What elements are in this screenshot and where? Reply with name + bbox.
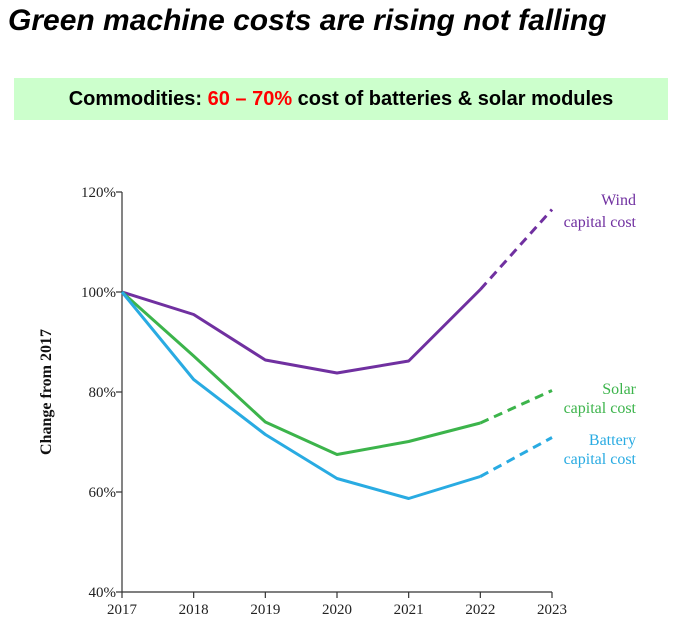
series-label: Solar <box>602 381 636 398</box>
series-projection-1 <box>479 389 553 425</box>
series-projection-0 <box>479 208 554 291</box>
series-label: Battery <box>589 432 636 449</box>
x-tick-label: 2020 <box>322 602 352 618</box>
y-tick-label: 40% <box>89 585 117 601</box>
series-projection-2 <box>479 436 553 478</box>
series-label: capital cost <box>564 451 637 468</box>
series-line-1 <box>121 290 481 456</box>
x-tick-label: 2021 <box>394 602 424 618</box>
commodities-banner: Commodities: 60 – 70% cost of batteries … <box>14 78 668 120</box>
y-tick-label: 80% <box>89 385 117 401</box>
y-tick-label: 60% <box>89 485 117 501</box>
y-axis-label: Change from 2017 <box>38 329 55 455</box>
x-tick-label: 2017 <box>107 602 138 618</box>
x-tick-label: 2023 <box>537 602 567 618</box>
series-line-0 <box>121 288 482 375</box>
banner-prefix: Commodities: <box>68 88 208 110</box>
x-tick-label: 2018 <box>179 602 209 618</box>
x-tick-label: 2019 <box>250 602 280 618</box>
y-tick-label: 120% <box>81 185 116 201</box>
x-tick-label: 2022 <box>465 602 495 618</box>
series-label: capital cost <box>564 214 637 231</box>
series-line-2 <box>120 291 481 500</box>
series-label: capital cost <box>564 400 637 417</box>
series-label: Wind <box>601 192 636 209</box>
banner-suffix: cost of batteries & solar modules <box>292 88 614 110</box>
page-title: Green machine costs are rising not falli… <box>8 4 607 37</box>
banner-highlight: 60 – 70% <box>207 88 293 110</box>
y-tick-label: 100% <box>81 285 116 301</box>
